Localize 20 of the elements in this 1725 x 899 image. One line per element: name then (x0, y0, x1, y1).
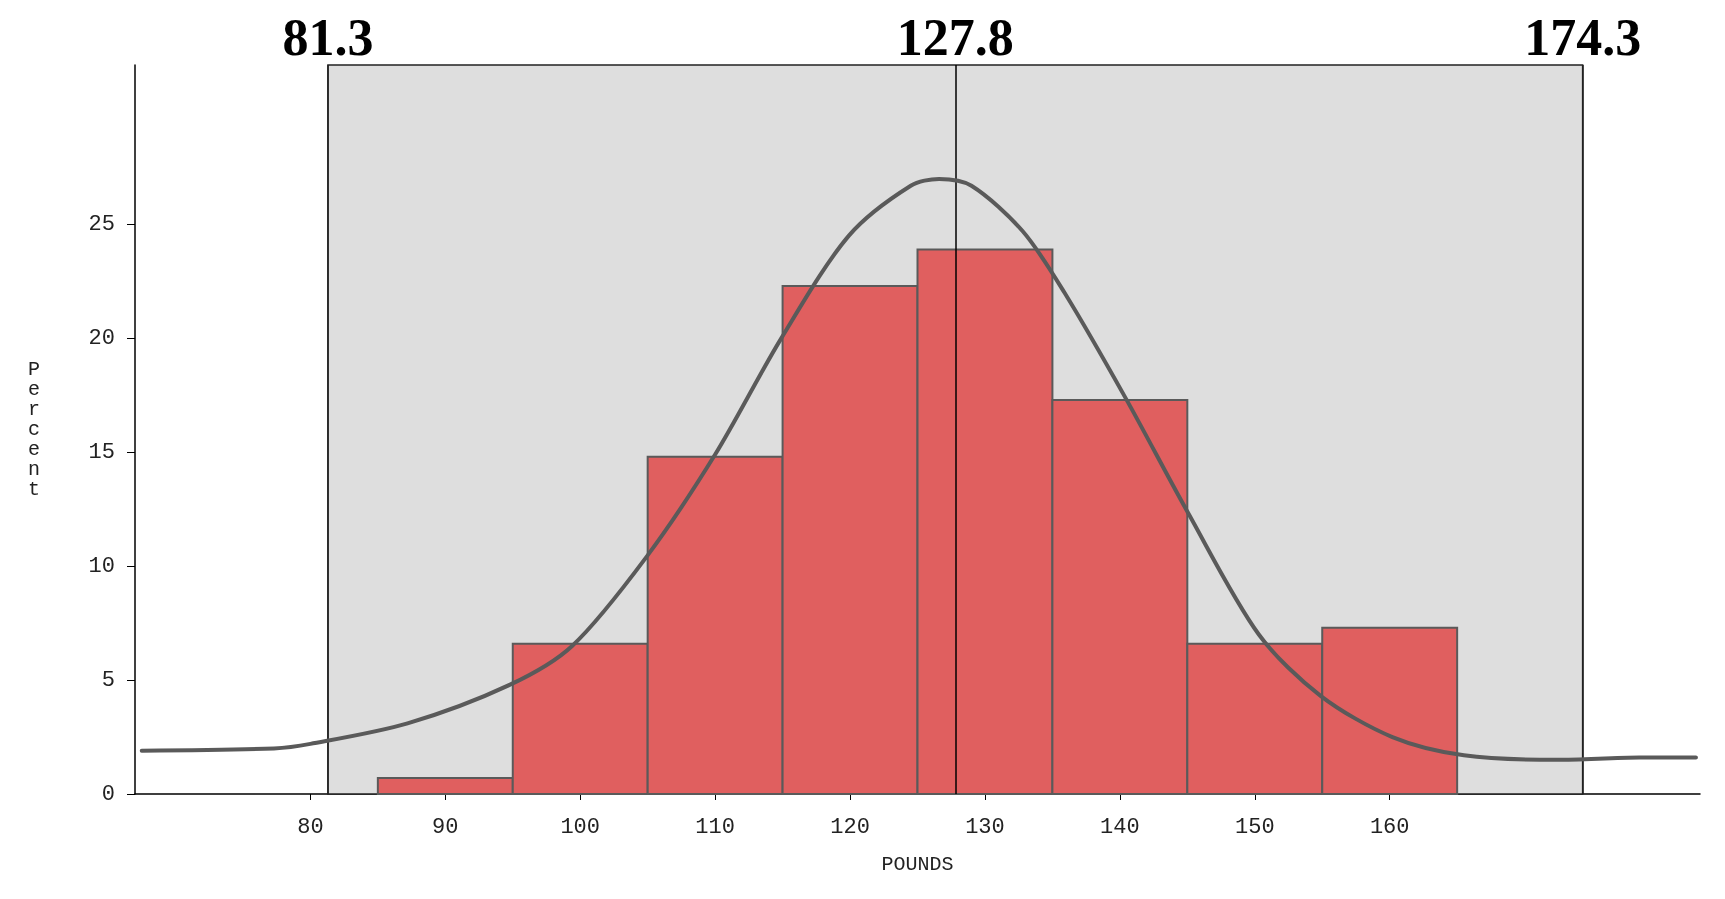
y-axis-title: Percent (27, 358, 40, 501)
x-axis-title: POUNDS (881, 852, 954, 876)
x-tick-label: 120 (830, 814, 870, 840)
x-tick-label: 80 (297, 814, 324, 840)
ref-line-label: 127.8 (896, 8, 1014, 66)
x-tick-label: 150 (1234, 814, 1275, 840)
x-tick-label: 140 (1100, 814, 1140, 840)
y-tick-label: 0 (101, 781, 115, 807)
x-tick-label: 130 (965, 814, 1005, 840)
x-tick-label: 90 (432, 814, 459, 840)
ref-line-label: 174.3 (1524, 8, 1642, 66)
x-tick-label: 100 (560, 814, 601, 840)
y-tick-label: 5 (101, 667, 115, 693)
ref-line-label: 81.3 (282, 8, 374, 66)
y-tick-label: 15 (88, 439, 115, 465)
y-tick-label: 25 (88, 211, 115, 237)
y-tick-label: 10 (88, 553, 115, 579)
y-tick-label: 20 (88, 325, 115, 351)
x-tick-label: 110 (695, 814, 735, 840)
x-tick-label: 160 (1369, 814, 1410, 840)
